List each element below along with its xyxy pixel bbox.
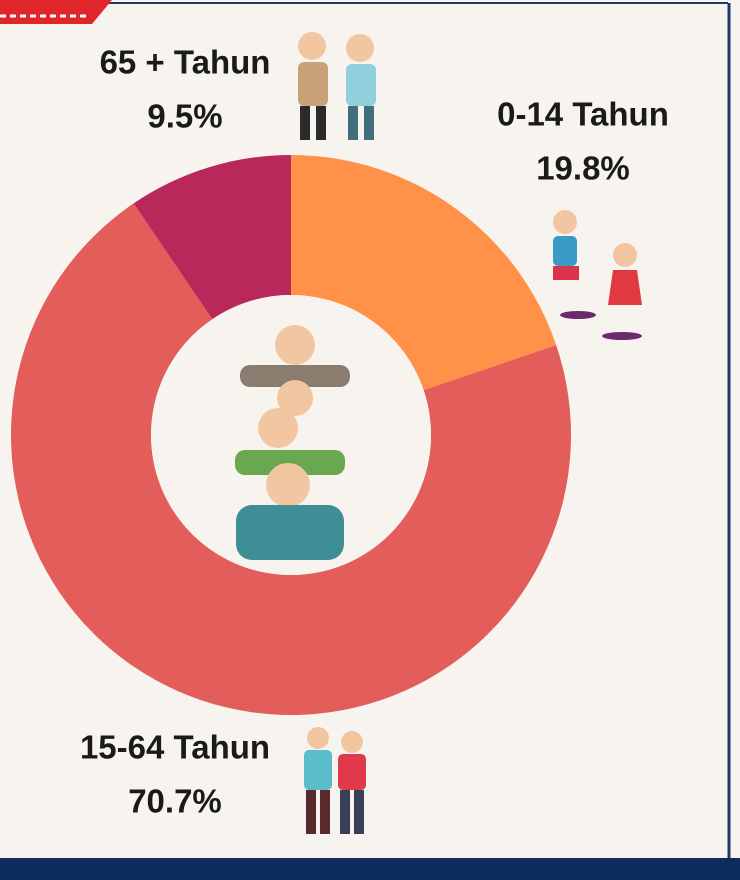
category-label: 0-14 Tahun	[497, 96, 669, 133]
category-label: 15-64 Tahun	[80, 729, 270, 766]
value-label: 19.8%	[536, 150, 630, 187]
value-label: 9.5%	[147, 98, 222, 135]
value-label: 70.7%	[128, 783, 222, 820]
infographic: 0-14 Tahun 19.8% 15-64 Tahun 70.7% 65 + Tahu…	[0, 0, 740, 880]
footer-bar	[0, 858, 740, 880]
category-label: 65 + Tahun	[100, 44, 271, 81]
